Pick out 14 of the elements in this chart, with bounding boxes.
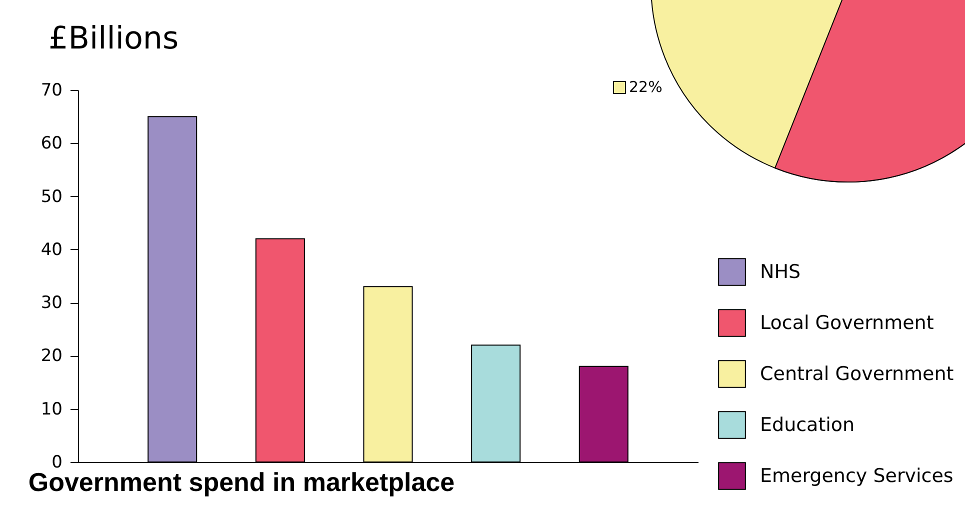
y-tick-label: 20 [40, 346, 62, 366]
legend-label: Central Government [760, 363, 954, 385]
legend-label: Local Government [760, 312, 934, 334]
y-tick-label: 40 [40, 240, 62, 260]
y-tick-label: 30 [40, 293, 62, 314]
y-tick-label: 70 [40, 80, 62, 100]
annotation: 22% [629, 78, 662, 96]
y-tick-label: 50 [40, 186, 62, 207]
y-tick-label: 60 [40, 134, 62, 154]
legend-label: NHS [760, 261, 801, 283]
y-tick-label: 10 [40, 399, 62, 420]
legend-label: Emergency Services [760, 465, 954, 487]
y-axis-title: £Billions [48, 20, 179, 56]
legend-label: Education [760, 414, 855, 436]
